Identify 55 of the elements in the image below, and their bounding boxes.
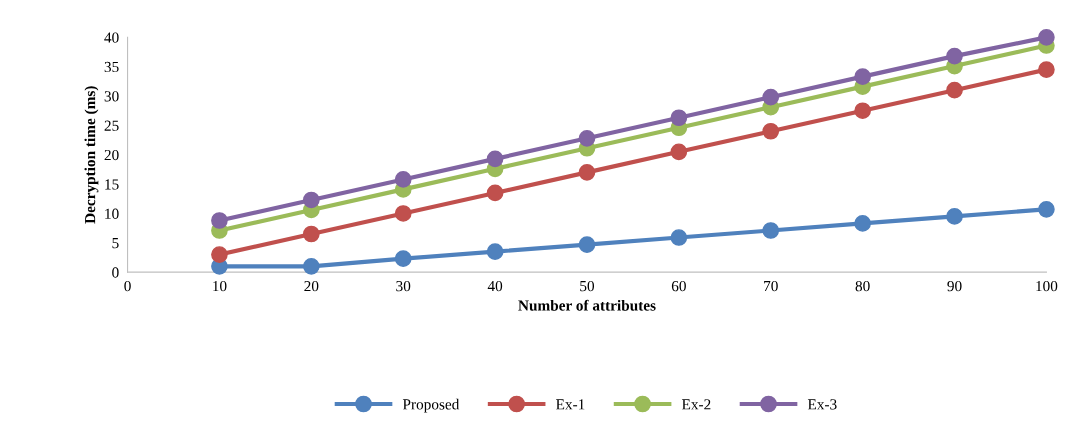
x-tick-label: 30 — [396, 280, 411, 292]
y-tick-label: 30 — [104, 91, 119, 102]
x-tick-label: 50 — [580, 280, 595, 292]
point — [302, 191, 320, 209]
point — [486, 150, 504, 168]
y-tick-label: 20 — [104, 149, 119, 161]
point — [854, 102, 871, 120]
point — [762, 88, 780, 106]
x-tick-label: 20 — [304, 280, 319, 292]
point — [762, 122, 780, 140]
x-tick-label: 70 — [764, 280, 778, 292]
legend-label: Ex-2 — [681, 399, 711, 410]
point — [946, 47, 963, 65]
point — [1038, 61, 1055, 78]
point — [302, 257, 320, 275]
point — [211, 212, 228, 229]
point — [762, 222, 780, 239]
y-tick-label: 40 — [104, 32, 119, 43]
point — [1038, 201, 1055, 218]
point — [854, 215, 871, 232]
legend-label: Ex-1 — [556, 399, 585, 410]
legend-label: Proposed — [402, 398, 460, 413]
y-tick-label: 10 — [105, 208, 119, 219]
x-tick-label: 0 — [124, 280, 131, 292]
y-tick-label: 0 — [112, 267, 119, 278]
point — [670, 109, 688, 127]
x-tick-label: 10 — [213, 280, 227, 292]
point — [578, 164, 596, 181]
point — [670, 143, 688, 161]
point — [211, 246, 228, 263]
point — [578, 236, 596, 253]
point — [394, 171, 412, 188]
point — [394, 205, 412, 222]
legend-label: Ex-3 — [807, 399, 837, 410]
point — [302, 225, 320, 243]
x-tick-label: 60 — [671, 280, 686, 292]
x-tick-label: 80 — [855, 280, 870, 292]
point — [946, 208, 963, 225]
x-tick-label: 90 — [947, 280, 962, 292]
x-tick-label: 100 — [1036, 280, 1058, 292]
point — [854, 68, 871, 85]
point — [486, 184, 504, 202]
x-axis-title: Number of attributes — [518, 299, 656, 311]
y-tick-label: 25 — [104, 120, 119, 131]
point — [578, 129, 596, 147]
point — [486, 243, 504, 260]
y-tick-label: 15 — [105, 179, 119, 190]
point — [946, 81, 963, 99]
point — [670, 229, 688, 246]
y-tick-label: 35 — [104, 61, 119, 73]
y-tick-label: 5 — [112, 238, 119, 249]
x-tick-label: 40 — [487, 280, 503, 292]
point — [1038, 28, 1055, 46]
y-axis-title: Decryption time (ms) — [84, 86, 99, 224]
point — [394, 250, 412, 268]
